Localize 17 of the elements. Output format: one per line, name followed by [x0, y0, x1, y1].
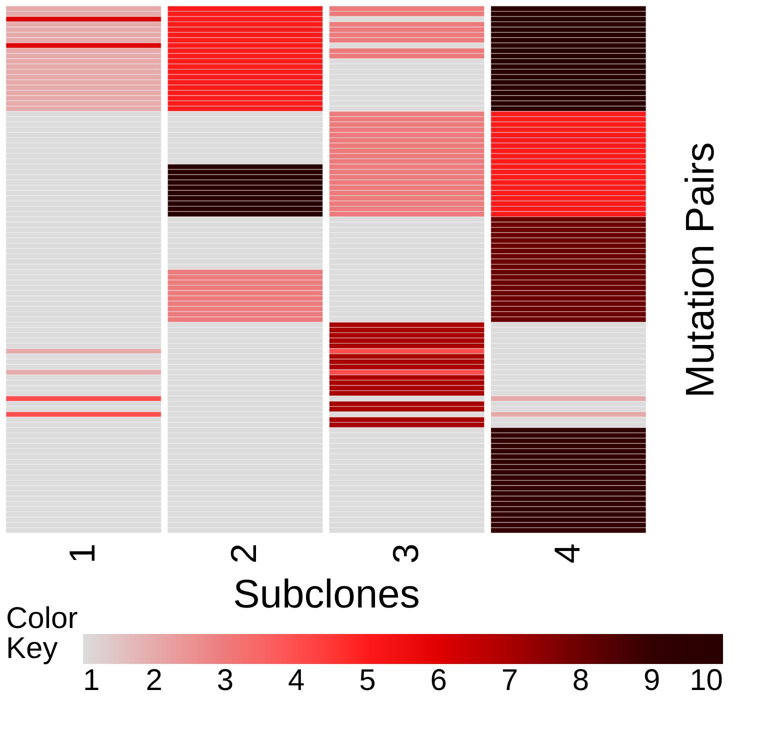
x-tick-label: 2 [223, 544, 264, 564]
x-axis-title: Subclones [233, 572, 420, 617]
color-bar-label: 10 [690, 664, 723, 697]
x-tick-label: 4 [546, 544, 588, 564]
x-tick-label: 1 [62, 544, 103, 564]
color-bar-label: 3 [216, 664, 234, 697]
legend-title: Color Key [6, 602, 78, 665]
color-bar-label: 9 [644, 664, 660, 697]
y-axis-title: Mutation Pairs [678, 142, 722, 398]
color-bar-label: 4 [288, 664, 305, 697]
color-bar-label: 8 [572, 664, 590, 697]
color-bar-label: 6 [430, 664, 447, 697]
color-bar-label: 1 [83, 664, 100, 697]
color-bar-label: 2 [146, 664, 162, 697]
color-bar-label: 7 [501, 664, 518, 697]
color-bar-label: 5 [359, 664, 376, 697]
x-tick-label: 3 [384, 544, 426, 564]
